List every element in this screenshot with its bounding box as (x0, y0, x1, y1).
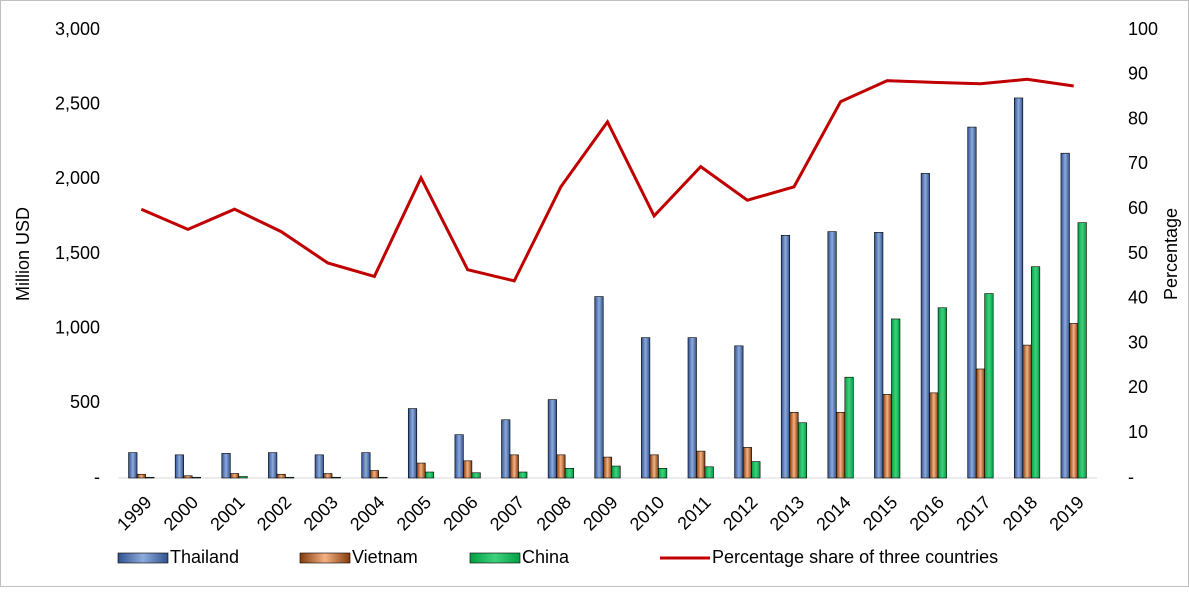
legend-label: Thailand (170, 547, 239, 567)
bar (734, 345, 744, 479)
bar (285, 476, 295, 479)
bar (780, 235, 791, 479)
bar (471, 472, 481, 479)
bar (369, 470, 379, 479)
bar (191, 476, 201, 479)
bar (1022, 344, 1032, 479)
bar (929, 392, 939, 479)
bar (658, 467, 668, 479)
bar (827, 231, 837, 479)
bar (602, 456, 613, 479)
bar (221, 453, 231, 479)
y2-tick-label: 40 (1128, 288, 1148, 308)
bar (882, 394, 892, 479)
y2-tick-label: 80 (1128, 108, 1148, 128)
bar (136, 473, 146, 479)
bar (276, 473, 286, 479)
bar (704, 466, 714, 479)
bar (797, 422, 808, 479)
bar (1060, 152, 1070, 479)
bar (844, 376, 854, 479)
y2-tick-label: 70 (1128, 153, 1148, 173)
bar (556, 454, 566, 479)
bar (238, 476, 248, 479)
y2-tick-label: 60 (1128, 198, 1148, 218)
bar (1014, 97, 1024, 479)
y-tick-label: 1,000 (55, 317, 100, 337)
bar (937, 307, 947, 479)
bar (183, 475, 193, 479)
legend-label: China (522, 547, 570, 567)
bar (920, 173, 930, 479)
bar (742, 447, 752, 479)
y2-tick-label: 90 (1128, 64, 1148, 84)
legend-label: Vietnam (352, 547, 418, 567)
bar (229, 473, 240, 479)
legend-swatch (299, 552, 351, 564)
y-tick-label: 2,500 (55, 93, 100, 113)
y2-tick-label: 10 (1128, 422, 1148, 442)
bar (789, 411, 799, 479)
legend-swatch (117, 552, 169, 564)
bar (751, 461, 761, 479)
bar (1077, 222, 1087, 479)
bar (128, 452, 138, 479)
bar (407, 408, 418, 479)
y-axis-label: Million USD (13, 207, 33, 301)
bar (891, 318, 901, 479)
y-tick-label: 1,500 (55, 243, 100, 263)
y2-tick-label: 100 (1128, 19, 1158, 39)
bar (1069, 323, 1079, 479)
y-tick-label: 3,000 (55, 19, 100, 39)
bar (564, 467, 574, 479)
bar (696, 450, 706, 479)
bar (378, 476, 388, 479)
bar (594, 296, 604, 479)
bar (314, 454, 324, 479)
bar (649, 454, 659, 479)
bar (836, 411, 846, 479)
bar (967, 126, 977, 479)
bar (268, 452, 278, 479)
y2-tick-label: 20 (1128, 377, 1148, 397)
bar (361, 452, 371, 479)
bar (424, 471, 435, 479)
bar (641, 337, 651, 479)
bar (984, 293, 994, 479)
bar (145, 476, 155, 479)
bar (323, 473, 333, 479)
bar (454, 434, 464, 479)
bar (975, 368, 986, 479)
bar (874, 232, 884, 479)
bar (174, 454, 184, 479)
bar (331, 476, 341, 479)
bar (518, 471, 528, 479)
bar (416, 462, 426, 479)
y2-tick-label: 50 (1128, 243, 1148, 263)
bar (1031, 266, 1041, 479)
legend-label: Percentage share of three countries (712, 547, 998, 567)
line (140, 77, 1074, 283)
bar (501, 419, 511, 479)
y-tick-label: - (94, 467, 100, 487)
y2-tick-label: 30 (1128, 332, 1148, 352)
bar (687, 337, 697, 479)
bar (463, 460, 473, 479)
bar (509, 454, 519, 479)
legend-swatch (469, 552, 521, 564)
bar (611, 465, 621, 479)
y2-axis-label: Percentage (1161, 208, 1181, 300)
bar (547, 399, 557, 479)
y-tick-label: 2,000 (55, 168, 100, 188)
y-tick-label: 500 (70, 392, 100, 412)
y2-tick-label: - (1128, 467, 1134, 487)
